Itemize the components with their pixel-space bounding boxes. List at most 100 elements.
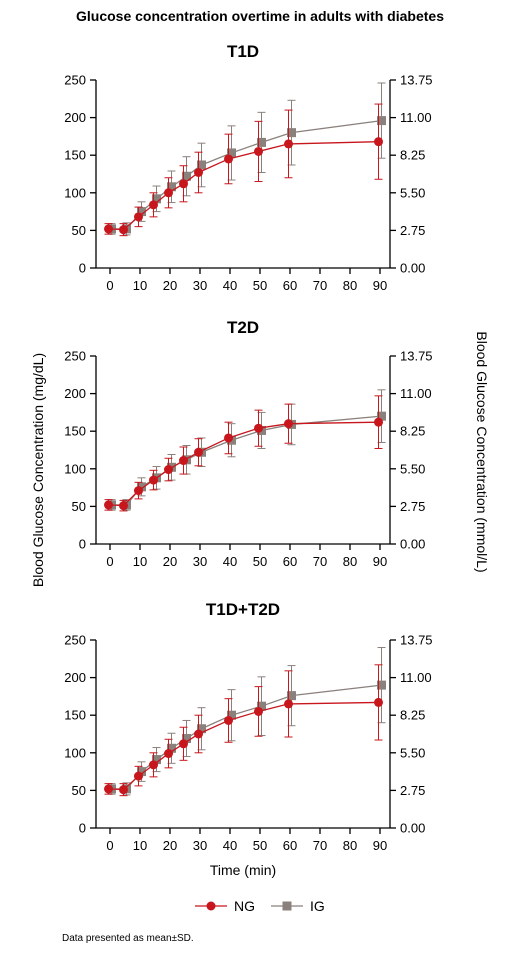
panel-2-ig-point [197, 724, 206, 734]
legend-label-ig: IG [310, 898, 325, 914]
panel-0-y-tick-label: 200 [64, 110, 86, 125]
panel-2-x-tick-label: 90 [373, 838, 387, 853]
panel-0-y2-tick-label: 2.75 [400, 223, 425, 238]
panel-2-y2-tick-label: 8.25 [400, 708, 425, 723]
panel-1-ng-point [104, 500, 113, 510]
panel-1-ng-point [134, 486, 143, 496]
panel-0-ng-point [164, 188, 173, 198]
panel-2-ng-point [224, 715, 233, 725]
panel-2-y2-tick-label: 2.75 [400, 783, 425, 798]
panel-1-ng-point [119, 501, 128, 511]
panel-0-ig-point [167, 182, 176, 192]
panel-2-ig-point [182, 734, 191, 744]
panel-0-ig-point [152, 194, 161, 204]
panel-2-ig-point [167, 743, 176, 753]
footnote: Data presented as mean±SD. [62, 933, 194, 944]
panel-1-x-tick-label: 40 [223, 554, 237, 569]
panel-2-ig-point [137, 767, 146, 777]
panel-0-y2-tick-label: 11.00 [400, 110, 432, 125]
panel-2-x-tick-label: 50 [253, 838, 267, 853]
panel-0-ng-line [108, 141, 379, 231]
panel-1-x-tick-label: 90 [373, 554, 387, 569]
figure-title: Glucose concentration overtime in adults… [76, 8, 444, 24]
panel-0-ig-point [257, 137, 266, 147]
panel-2-y2-tick-label: 5.50 [400, 745, 425, 760]
panel-0-ig-point [197, 160, 206, 170]
panel-1-ig-point [377, 411, 386, 421]
panel-1-ig-point [137, 482, 146, 492]
legend-marker-ng [195, 901, 227, 911]
panel-2-y-tick-label: 150 [64, 708, 86, 723]
panel-0-y-tick-label: 150 [64, 148, 86, 163]
x-axis-label: Time (min) [209, 862, 277, 878]
panel-0-x-tick-label: 30 [193, 278, 207, 293]
panel-1-x-tick-label: 50 [253, 554, 267, 569]
legend-label-ng: NG [234, 898, 255, 914]
panel-1-y2-tick-label: 5.50 [400, 461, 425, 476]
legend-item-ig: IG [270, 898, 325, 914]
panel-1-ng-point [284, 419, 293, 429]
panel-2-ng-point [254, 706, 263, 716]
panel-0-y-tick-label: 50 [72, 223, 86, 238]
panel-2-y-tick-label: 0 [79, 821, 86, 836]
panel-2-x-tick-label: 30 [193, 838, 207, 853]
legend-item-ng: NG [194, 898, 255, 914]
panel-0-ig-point [182, 171, 191, 181]
panel-0-ng-point [134, 212, 143, 222]
panel-1-y-tick-label: 200 [64, 386, 86, 401]
panel-0-y2-tick-label: 5.50 [400, 185, 425, 200]
panel-0-ng-point [194, 167, 203, 177]
panel-1-ng-point [164, 465, 173, 475]
panel-1-ng-point [194, 447, 203, 457]
panel-2-y-tick-label: 100 [64, 745, 86, 760]
panel-2-y-tick-label: 50 [72, 783, 86, 798]
panel-1-y2-tick-label: 11.00 [400, 386, 432, 401]
panel-1-y-tick-label: 150 [64, 424, 86, 439]
panel-1-ng-point [149, 475, 158, 485]
panel-0-ig-point [287, 128, 296, 138]
panel-1-y2-tick-label: 8.25 [400, 424, 425, 439]
panel-2-x-tick-label: 60 [283, 838, 297, 853]
panel-2-x-tick-label: 0 [106, 838, 113, 853]
panel-2-ig-point [152, 755, 161, 765]
panel-0-x-tick-label: 90 [373, 278, 387, 293]
panel-2-x-tick-label: 10 [133, 838, 147, 853]
panel-2-ig-point [287, 691, 296, 701]
panel-1-y-tick-label: 0 [79, 537, 86, 552]
panel-2-y2-tick-label: 13.75 [400, 633, 433, 648]
panel-0-ng-point [104, 224, 113, 234]
panel-1-y2-tick-label: 2.75 [400, 499, 425, 514]
panel-2-ig-point [377, 680, 386, 690]
panel-2-x-tick-label: 40 [223, 838, 237, 853]
panel-1-y-tick-label: 100 [64, 461, 86, 476]
panel-title-t1d: T1D [226, 42, 260, 61]
panel-2-y-tick-label: 250 [64, 633, 86, 648]
panel-2-ng-point [179, 739, 188, 749]
panel-0-x-tick-label: 50 [253, 278, 267, 293]
panel-1-x-tick-label: 80 [343, 554, 357, 569]
panel-1-x-tick-label: 10 [133, 554, 147, 569]
panel-0-ng-point [224, 154, 233, 164]
panel-0-ng-point [179, 179, 188, 189]
panel-2-ng-point [119, 785, 128, 795]
panel-2-ig-line [111, 684, 382, 790]
panel-0-ig-point [137, 207, 146, 217]
panel-0-x-tick-label: 10 [133, 278, 147, 293]
panel-2-ng-point [164, 749, 173, 759]
panel-1-ig-line [111, 415, 382, 506]
panel-2-ng-point [374, 697, 383, 707]
panel-0-ng-point [149, 200, 158, 210]
panel-0-x-tick-label: 40 [223, 278, 237, 293]
panel-2-x-tick-label: 70 [313, 838, 327, 853]
legend: NG IG [0, 898, 520, 922]
panel-0-x-tick-label: 80 [343, 278, 357, 293]
panel-1-ng-point [374, 417, 383, 427]
panel-2-x-tick-label: 80 [343, 838, 357, 853]
panel-1-y2-tick-label: 0.00 [400, 537, 425, 552]
panel-0-x-tick-label: 0 [106, 278, 113, 293]
panel-title-t1d-t2d: T1D+T2D [205, 600, 281, 619]
panel-1-x-tick-label: 60 [283, 554, 297, 569]
panel-2-ng-point [104, 784, 113, 794]
panel-2-x-tick-label: 20 [163, 838, 177, 853]
panel-0-y-tick-label: 100 [64, 185, 86, 200]
